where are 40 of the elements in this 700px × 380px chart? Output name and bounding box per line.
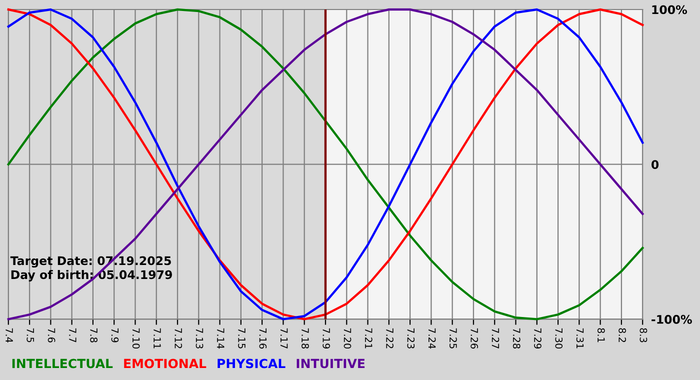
x-tick-label: 7.7 xyxy=(69,328,76,342)
x-tick-label: 7.26 xyxy=(470,328,478,349)
x-tick-label: 7.31 xyxy=(576,328,584,348)
x-tick-label: 8.3 xyxy=(640,328,648,342)
x-tick-label: 8.2 xyxy=(618,328,626,342)
x-tick-label: 7.28 xyxy=(512,328,520,349)
x-tick-label: 7.4 xyxy=(6,328,13,342)
x-tick-label: 7.6 xyxy=(48,328,56,342)
x-tick-label: 7.10 xyxy=(132,328,140,349)
x-tick-label: 7.13 xyxy=(196,328,204,348)
x-tick-label: 7.27 xyxy=(492,328,500,348)
x-tick-label: 7.21 xyxy=(365,328,372,348)
x-tick-label: 7.8 xyxy=(90,328,98,342)
text: INTELLECTUAL xyxy=(12,358,113,368)
x-tick-label: 7.15 xyxy=(238,328,246,348)
x-tick-label: 7.25 xyxy=(450,328,457,348)
x-tick-label: 7.14 xyxy=(217,328,224,349)
text: PHYSICAL xyxy=(218,358,286,368)
x-tick-label: 7.24 xyxy=(428,328,436,349)
x-tick-label: 7.17 xyxy=(280,328,288,348)
y-tick-label: 0 xyxy=(652,160,659,170)
x-tick-label: 7.11 xyxy=(154,328,161,348)
text: INTUITIVE xyxy=(296,358,365,368)
x-tick-label: 7.29 xyxy=(534,328,542,348)
x-tick-label: 7.19 xyxy=(322,328,330,348)
y-tick-label: 100% xyxy=(652,5,688,14)
y-tick-label: -100% xyxy=(652,314,692,324)
x-tick-label: 7.18 xyxy=(302,328,309,349)
x-tick-label: 7.9 xyxy=(111,328,119,342)
x-tick-label: 7.23 xyxy=(407,328,415,348)
x-tick-label: 7.30 xyxy=(555,328,563,349)
line-series xyxy=(7,8,644,320)
x-tick-label: 7.16 xyxy=(259,328,267,349)
x-tick-label: 7.5 xyxy=(26,328,34,342)
x-tick-label: 8.1 xyxy=(598,328,605,342)
x-tick-label: 7.22 xyxy=(386,328,394,348)
x-tick-label: 7.20 xyxy=(344,328,352,349)
text: EMOTIONAL xyxy=(124,358,206,368)
annotation: Day of birth: 05.04.1979 xyxy=(11,270,172,282)
x-tick-label: 7.12 xyxy=(174,328,182,348)
